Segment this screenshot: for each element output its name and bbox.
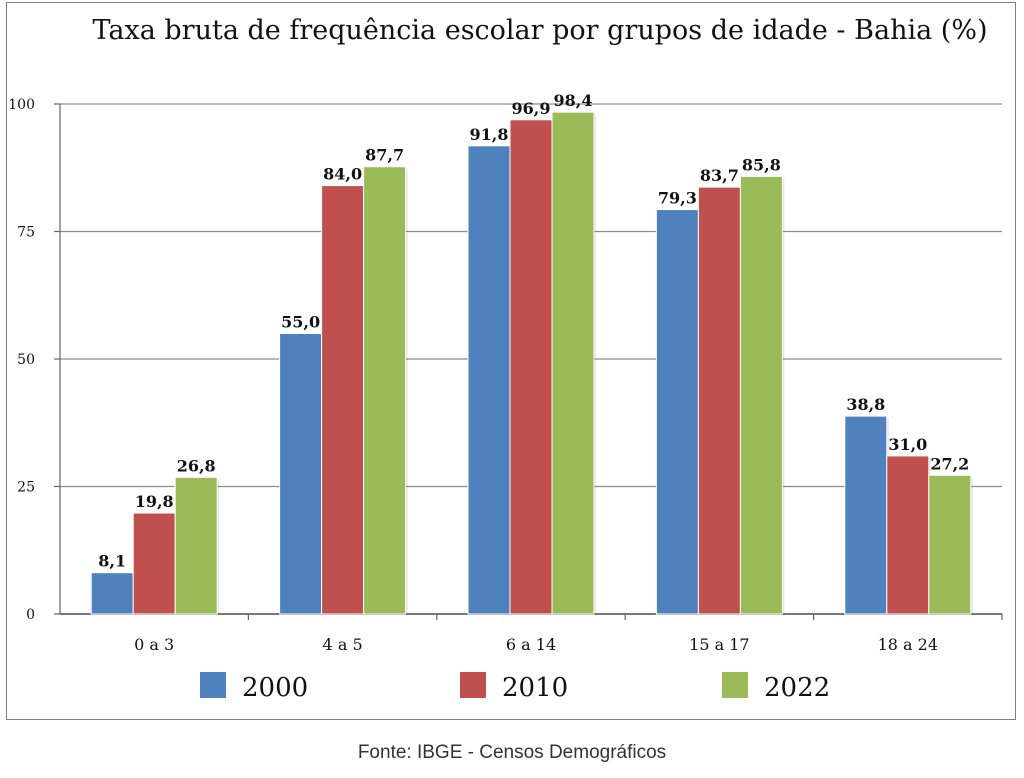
bar-2010-15-a-17 <box>697 186 741 615</box>
bar-2022-15-a-17 <box>739 175 783 615</box>
bar-2010-18-a-24 <box>886 455 930 615</box>
x-tick-label: 4 a 5 <box>323 635 363 654</box>
data-label: 91,8 <box>470 125 509 144</box>
y-tick-label: 100 <box>8 97 35 113</box>
source-note: Fonte: IBGE - Censos Demográficos <box>357 742 667 763</box>
x-tick-label: 18 a 24 <box>878 635 938 654</box>
x-tick-label: 0 a 3 <box>134 635 174 654</box>
legend-swatch-2022 <box>722 672 748 698</box>
data-label: 38,8 <box>846 395 885 414</box>
bar-2000-15-a-17 <box>655 209 699 615</box>
bar-chart: Taxa bruta de frequência escolar por gru… <box>8 15 1003 703</box>
y-tick-label: 0 <box>26 607 35 623</box>
bar-2000-0-a-3 <box>90 572 134 615</box>
data-label: 79,3 <box>658 189 697 208</box>
data-label: 27,2 <box>930 454 969 473</box>
bar-2010-0-a-3 <box>132 512 176 615</box>
legend-swatch-2000 <box>200 672 226 698</box>
bar-2010-4-a-5 <box>321 185 365 615</box>
y-tick-label: 75 <box>17 225 35 241</box>
data-label: 55,0 <box>281 313 320 332</box>
legend-label-2022: 2022 <box>764 673 830 703</box>
y-tick-label: 25 <box>17 480 35 496</box>
bar-2022-0-a-3 <box>174 476 218 615</box>
legend-label-2010: 2010 <box>502 673 568 703</box>
data-label: 87,7 <box>365 146 404 165</box>
bar-2010-6-a-14 <box>509 119 553 615</box>
legend-label-2000: 2000 <box>242 673 308 703</box>
bar-2022-18-a-24 <box>928 474 972 615</box>
chart-title: Taxa bruta de frequência escolar por gru… <box>92 15 987 46</box>
data-label: 31,0 <box>888 435 927 454</box>
x-tick-label: 6 a 14 <box>506 635 556 654</box>
x-tick-label: 15 a 17 <box>689 635 749 654</box>
data-label: 98,4 <box>554 91 593 110</box>
data-label: 85,8 <box>742 155 781 174</box>
bar-2022-4-a-5 <box>363 166 407 615</box>
data-label: 96,9 <box>512 99 551 118</box>
bar-2000-18-a-24 <box>844 415 888 615</box>
y-tick-label: 50 <box>17 352 35 368</box>
data-label: 8,1 <box>98 552 126 571</box>
data-label: 19,8 <box>135 492 174 511</box>
bar-2000-4-a-5 <box>279 333 323 615</box>
bar-2000-6-a-14 <box>467 145 511 615</box>
data-label: 26,8 <box>177 456 216 475</box>
legend-swatch-2010 <box>460 672 486 698</box>
data-label: 84,0 <box>323 165 362 184</box>
data-label: 83,7 <box>700 166 739 185</box>
chart-frame <box>6 2 1016 720</box>
bar-2022-6-a-14 <box>551 111 595 615</box>
